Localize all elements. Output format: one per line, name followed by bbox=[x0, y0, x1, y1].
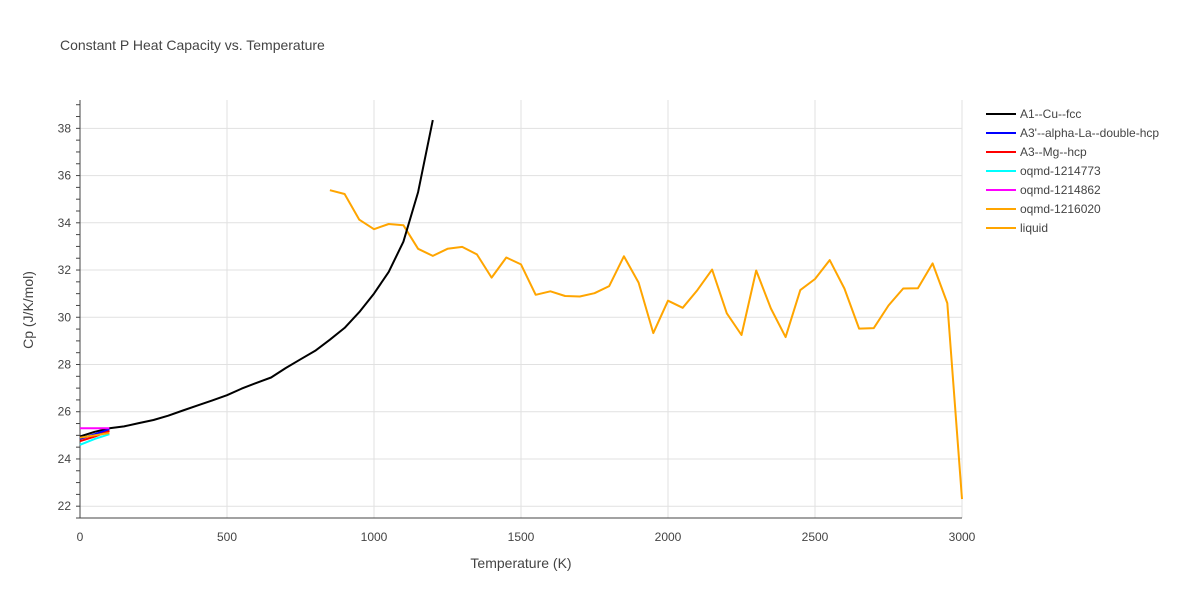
legend-label: liquid bbox=[1020, 221, 1048, 235]
series-line-a1-cu-fcc[interactable] bbox=[79, 119, 434, 438]
y-tick-label: 38 bbox=[58, 121, 72, 135]
legend-label: A3--Mg--hcp bbox=[1020, 145, 1087, 159]
legend-item-a1-cu-fcc[interactable]: A1--Cu--fcc bbox=[986, 107, 1081, 121]
legend-label: oqmd-1214773 bbox=[1020, 164, 1101, 178]
y-tick-label: 34 bbox=[58, 216, 72, 230]
x-axis-ticks: 0 500 1000 1500 2000 2500 3000 bbox=[77, 530, 976, 544]
legend-item-a3-alpha-la-double-hcp[interactable]: A3'--alpha-La--double-hcp bbox=[986, 126, 1159, 140]
y-tick-label: 28 bbox=[58, 357, 72, 371]
legend-label: oqmd-1216020 bbox=[1020, 202, 1101, 216]
plot-area[interactable] bbox=[79, 119, 963, 500]
legend-item-a3-mg-hcp[interactable]: A3--Mg--hcp bbox=[986, 145, 1087, 159]
series-line-oqmd-1216020[interactable] bbox=[79, 432, 110, 439]
x-axis-title: Temperature (K) bbox=[470, 555, 571, 571]
y-tick-label: 36 bbox=[58, 169, 72, 183]
x-tick-label: 1500 bbox=[508, 530, 535, 544]
legend-item-liquid[interactable]: liquid bbox=[986, 221, 1048, 235]
y-tick-label: 24 bbox=[58, 452, 72, 466]
y-axis-ticks: 22 24 26 28 30 32 34 36 38 bbox=[58, 121, 72, 513]
legend: A1--Cu--fcc A3'--alpha-La--double-hcp A3--… bbox=[986, 107, 1159, 235]
legend-item-oqmd-1214773[interactable]: oqmd-1214773 bbox=[986, 164, 1101, 178]
legend-label: oqmd-1214862 bbox=[1020, 183, 1101, 197]
x-tick-label: 2000 bbox=[655, 530, 682, 544]
chart-title: Constant P Heat Capacity vs. Temperature bbox=[60, 37, 325, 53]
legend-label: A1--Cu--fcc bbox=[1020, 107, 1081, 121]
y-tick-label: 32 bbox=[58, 263, 72, 277]
x-tick-label: 1000 bbox=[361, 530, 388, 544]
series-line-liquid[interactable] bbox=[329, 189, 963, 500]
series-line-oqmd-1214773[interactable] bbox=[79, 433, 110, 446]
x-tick-label: 3000 bbox=[949, 530, 976, 544]
grid-lines bbox=[80, 100, 963, 518]
y-tick-label: 30 bbox=[58, 310, 72, 324]
legend-item-oqmd-1214862[interactable]: oqmd-1214862 bbox=[986, 183, 1101, 197]
x-tick-label: 2500 bbox=[802, 530, 829, 544]
axes bbox=[76, 100, 962, 519]
x-tick-label: 500 bbox=[217, 530, 237, 544]
legend-label: A3'--alpha-La--double-hcp bbox=[1020, 126, 1159, 140]
legend-item-oqmd-1216020[interactable]: oqmd-1216020 bbox=[986, 202, 1101, 216]
y-axis-title: Cp (J/K/mol) bbox=[20, 271, 36, 349]
y-tick-label: 26 bbox=[58, 405, 72, 419]
x-tick-label: 0 bbox=[77, 530, 84, 544]
y-tick-label: 22 bbox=[58, 499, 72, 513]
